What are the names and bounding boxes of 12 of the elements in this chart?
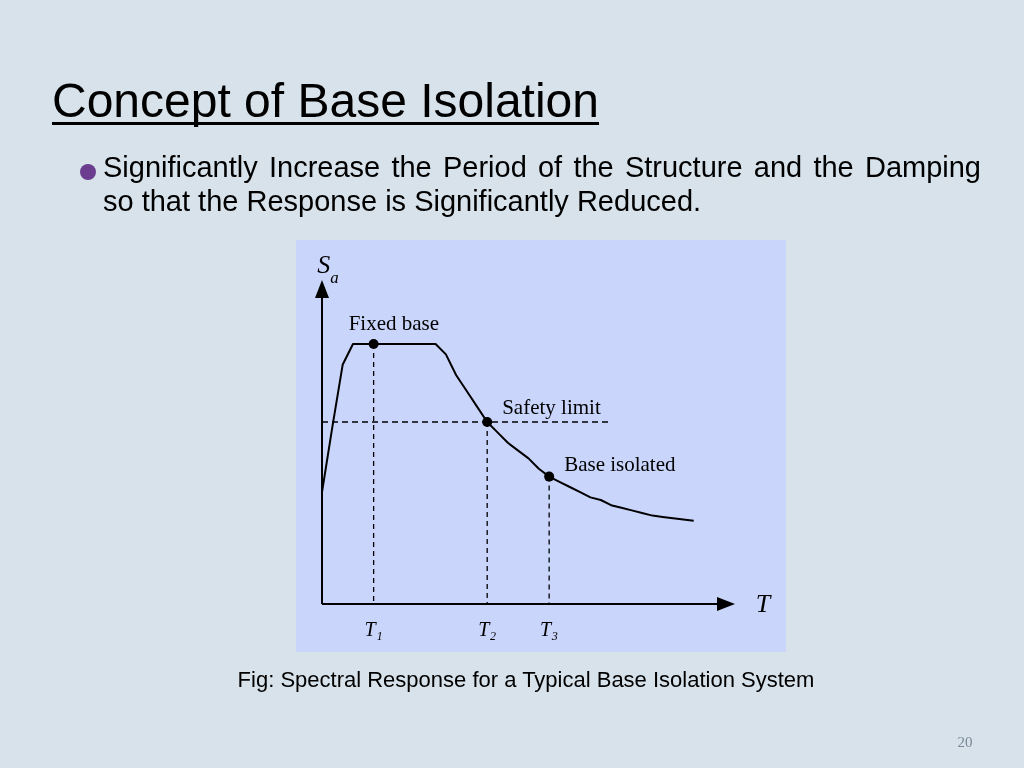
chart-subtitle: Significantly Increase the Period of the Structure and the Damping so that the Response is Significantly Reduced. [103, 150, 981, 218]
x-tick-label: T₃ [540, 618, 559, 640]
annotation: Base isolated [564, 451, 677, 476]
x-tick-label: T₂ [478, 618, 497, 640]
y-axis-title: S$_{a}$ [317, 250, 339, 287]
annotation: Safety limit [502, 395, 601, 419]
text: Fig: Spectral Response for a Typical Base Isolation System [237, 667, 815, 692]
text: 20 [957, 734, 973, 750]
x-axis-title: T [755, 589, 772, 618]
annotation: Fixed base [348, 311, 440, 335]
x-tick-label: T₁ [364, 618, 383, 640]
chart-title: Concept of Base Isolation [52, 74, 600, 127]
